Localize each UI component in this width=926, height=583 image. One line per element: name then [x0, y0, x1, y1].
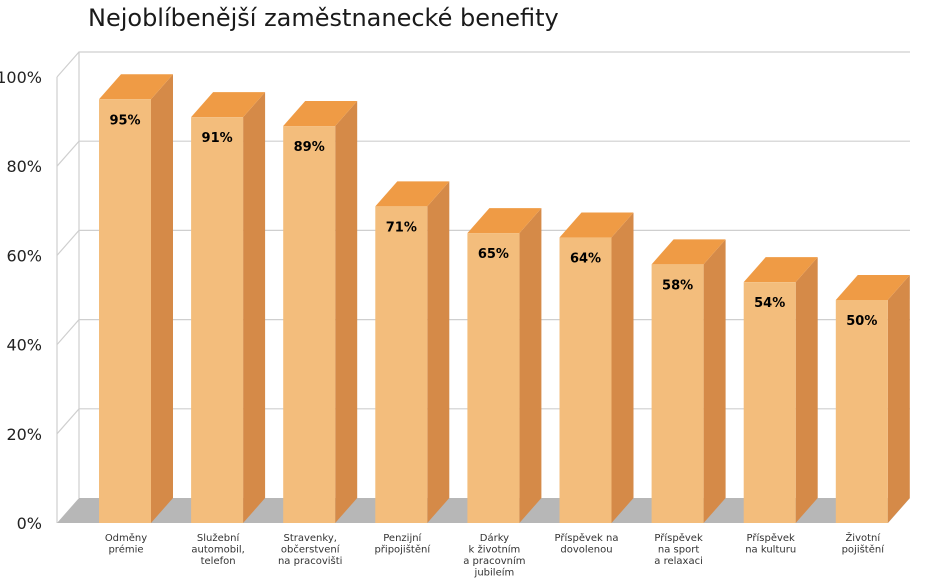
y-tick-label: 20% — [6, 425, 42, 444]
category-label: Penzijní připojištění — [374, 532, 431, 556]
bar-value-label: 91% — [202, 131, 233, 146]
category-label-line: a relaxaci — [654, 556, 703, 567]
bar-top — [743, 257, 818, 283]
bar-side — [427, 181, 450, 523]
y-tick-label: 80% — [6, 157, 42, 176]
bar-front — [283, 126, 336, 523]
bar-top — [99, 74, 173, 100]
category-label-line: na pracovišti — [278, 555, 342, 567]
y-tick-label: 0% — [17, 514, 42, 533]
bar: 71% — [375, 181, 450, 523]
bar-top — [283, 101, 358, 127]
category-label-line: Příspěvek — [747, 532, 796, 544]
category-label-line: Příspěvek — [654, 532, 703, 544]
bar-front — [651, 264, 704, 523]
bar-value-label: 50% — [846, 314, 877, 329]
bar-front — [835, 300, 888, 523]
category-label-line: na sport — [658, 545, 699, 556]
category-label: Stravenky, občerstvení na pracovišti — [278, 533, 342, 567]
bar-side — [887, 275, 910, 523]
bar: 95% — [99, 74, 173, 524]
gridline — [56, 140, 910, 167]
bar-front — [191, 117, 244, 523]
y-tick-label: 60% — [6, 246, 42, 265]
category-label-line: pojištění — [842, 544, 886, 556]
category-label-line: Životní — [845, 531, 881, 544]
bar: 58% — [651, 239, 726, 523]
bar: 65% — [467, 208, 542, 523]
category-label-line: občerstvení — [281, 544, 341, 556]
bar: 64% — [559, 212, 634, 523]
bar-front — [559, 237, 612, 523]
bar: 50% — [835, 275, 910, 523]
category-label-line: Stravenky, — [283, 533, 336, 544]
category-label: Dárky k životním a pracovním jubileím — [463, 532, 525, 579]
bar-side — [335, 101, 358, 523]
category-label-line: Služební — [197, 532, 241, 544]
gridlines — [56, 51, 910, 523]
bar: 89% — [283, 101, 358, 523]
category-label-line: telefon — [201, 556, 236, 567]
category-label-line: jubileím — [474, 567, 515, 579]
bar-top — [191, 92, 266, 118]
category-label-line: Dárky — [480, 532, 509, 544]
bar-value-label: 65% — [478, 247, 509, 262]
category-label: Odměny prémie — [105, 532, 147, 556]
category-labels: Odměny prémie Služební automobil, telefon Str… — [105, 531, 885, 579]
bar-front — [467, 233, 520, 523]
y-axis: 0% 20% 40% 60% 80% 100% — [0, 68, 42, 533]
category-label-line: připojištění — [374, 544, 431, 556]
bar: 54% — [743, 257, 818, 523]
category-label: Životní pojištění — [842, 531, 886, 556]
category-label-line: automobil, — [191, 545, 244, 556]
bar-side — [703, 239, 726, 523]
bar-top — [835, 275, 910, 300]
category-label: Příspěvek na kulturu — [745, 532, 796, 556]
category-label-line: Odměny — [105, 532, 147, 544]
bar-side — [611, 212, 634, 523]
category-label-line: k životním — [468, 544, 520, 556]
chart-title: Nejoblíbenější zaměstnanecké benefity — [88, 4, 559, 32]
bar-top — [651, 239, 726, 265]
category-label: Příspěvek na sport a relaxaci — [654, 532, 703, 567]
bar-value-label: 64% — [570, 252, 601, 267]
category-label: Služební automobil, telefon — [191, 532, 244, 567]
category-label-line: dovolenou — [560, 545, 612, 556]
bars: 95% 91% 89% 71% 65% 64% 58% 54% 50% — [99, 74, 910, 524]
bar-value-label: 71% — [386, 220, 417, 235]
bar-value-label: 95% — [109, 113, 140, 128]
bar-top — [467, 208, 542, 234]
category-label-line: prémie — [108, 544, 143, 556]
bar-side — [519, 208, 542, 523]
bar-value-label: 54% — [754, 296, 785, 311]
bar-top — [375, 181, 450, 207]
category-label: Příspěvek na dovolenou — [555, 532, 619, 556]
bar-side — [151, 74, 173, 524]
bar: 91% — [191, 92, 266, 523]
category-label-line: Příspěvek na — [555, 532, 619, 544]
bar-top — [559, 212, 634, 238]
gridline — [56, 51, 910, 78]
bar-value-label: 89% — [294, 140, 325, 155]
bar-side — [243, 92, 266, 523]
category-label-line: Penzijní — [383, 532, 422, 544]
bar-side — [795, 257, 818, 523]
bar-front — [743, 282, 796, 523]
y-tick-label: 40% — [6, 336, 42, 355]
category-label-line: na kulturu — [745, 545, 796, 556]
bar-front — [99, 99, 151, 524]
bar-front — [375, 206, 428, 523]
bar-value-label: 58% — [662, 278, 693, 293]
y-tick-label: 100% — [0, 68, 42, 87]
category-label-line: a pracovním — [463, 555, 525, 567]
